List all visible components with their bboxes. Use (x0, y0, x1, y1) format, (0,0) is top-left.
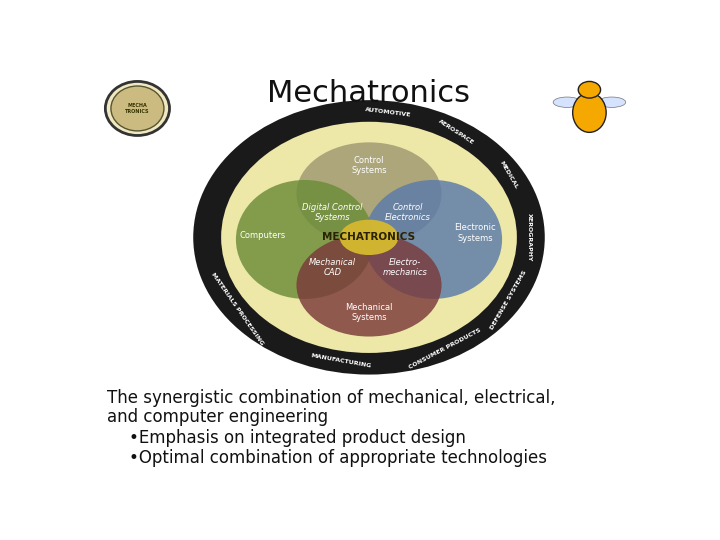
Ellipse shape (193, 100, 545, 375)
Text: Mechanical
Systems: Mechanical Systems (346, 302, 392, 322)
Text: MANUFACTURING: MANUFACTURING (310, 353, 372, 369)
Text: •Emphasis on integrated product design: •Emphasis on integrated product design (129, 429, 466, 447)
Text: The synergistic combination of mechanical, electrical,: The synergistic combination of mechanica… (107, 389, 555, 407)
Ellipse shape (297, 143, 441, 245)
Text: Computers: Computers (240, 231, 286, 240)
Ellipse shape (236, 180, 374, 299)
Text: Mechatronics: Mechatronics (268, 79, 470, 109)
Ellipse shape (598, 97, 626, 107)
Text: XEROGRAPHY: XEROGRAPHY (527, 213, 532, 261)
Text: MEDICAL: MEDICAL (498, 160, 518, 190)
Text: DEFENSE SYSTEMS: DEFENSE SYSTEMS (490, 269, 527, 330)
Ellipse shape (111, 86, 164, 131)
Ellipse shape (364, 180, 502, 299)
Text: AUTOMOTIVE: AUTOMOTIVE (365, 107, 412, 118)
Text: Electronic
Systems: Electronic Systems (454, 224, 496, 243)
Text: Control
Systems: Control Systems (351, 156, 387, 175)
Ellipse shape (221, 122, 517, 353)
Text: AEROSPACE: AEROSPACE (438, 119, 475, 145)
Text: Mechanical
CAD: Mechanical CAD (309, 258, 356, 278)
Text: and computer engineering: and computer engineering (107, 408, 328, 426)
Text: CONSUMER PRODUCTS: CONSUMER PRODUCTS (408, 327, 482, 369)
Ellipse shape (105, 82, 169, 136)
Text: •Optimal combination of appropriate technologies: •Optimal combination of appropriate tech… (129, 449, 547, 468)
Ellipse shape (572, 93, 606, 132)
Text: Control
Electronics: Control Electronics (385, 202, 431, 222)
Text: Digital Control
Systems: Digital Control Systems (302, 202, 363, 222)
Text: MECHA
TRONICS: MECHA TRONICS (125, 103, 150, 114)
Ellipse shape (297, 234, 441, 336)
Ellipse shape (340, 220, 398, 255)
Text: MATERIALS PROCESSING: MATERIALS PROCESSING (210, 272, 264, 347)
Text: Electro-
mechanics: Electro- mechanics (383, 258, 428, 278)
Ellipse shape (578, 82, 600, 98)
Ellipse shape (553, 97, 581, 107)
Text: MECHATRONICS: MECHATRONICS (323, 232, 415, 242)
